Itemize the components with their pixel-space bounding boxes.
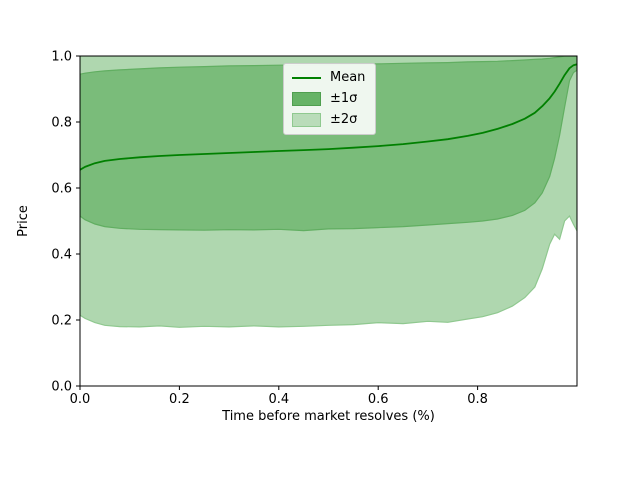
y-tick-label: 0.2 [51,314,72,329]
y-tick-label: 0.6 [51,182,72,197]
legend-entry-mean: Mean [292,70,365,85]
band-1sigma [80,56,577,232]
legend-label-1sigma: ±1σ [330,91,358,106]
x-axis-label: Time before market resolves (%) [222,409,435,424]
mean-line [80,63,577,171]
y-tick-label: 0.4 [51,248,72,263]
legend-entry-1sigma: ±1σ [292,91,365,106]
band-1sigma-swatch [292,91,321,106]
y-tick-label: 1.0 [51,50,72,65]
legend-label-mean: Mean [330,70,366,85]
legend-entry-2sigma: ±2σ [292,112,365,127]
x-tick-label: 0.6 [368,392,389,407]
x-tick-label: 0.8 [467,392,488,407]
y-axis-label-text: Price [15,205,31,237]
x-tick-label: 0.0 [70,392,91,407]
band-2sigma-swatch [292,112,321,127]
legend: Mean ±1σ ±2σ [283,63,377,135]
y-tick-label: 0.8 [51,116,72,131]
x-tick-label: 0.4 [268,392,289,407]
axes-frame [79,55,578,387]
x-tick-label: 0.2 [169,392,190,407]
y-tick-label: 0.0 [51,380,72,395]
mean-line-swatch [292,76,321,79]
legend-label-2sigma: ±2σ [330,112,358,127]
